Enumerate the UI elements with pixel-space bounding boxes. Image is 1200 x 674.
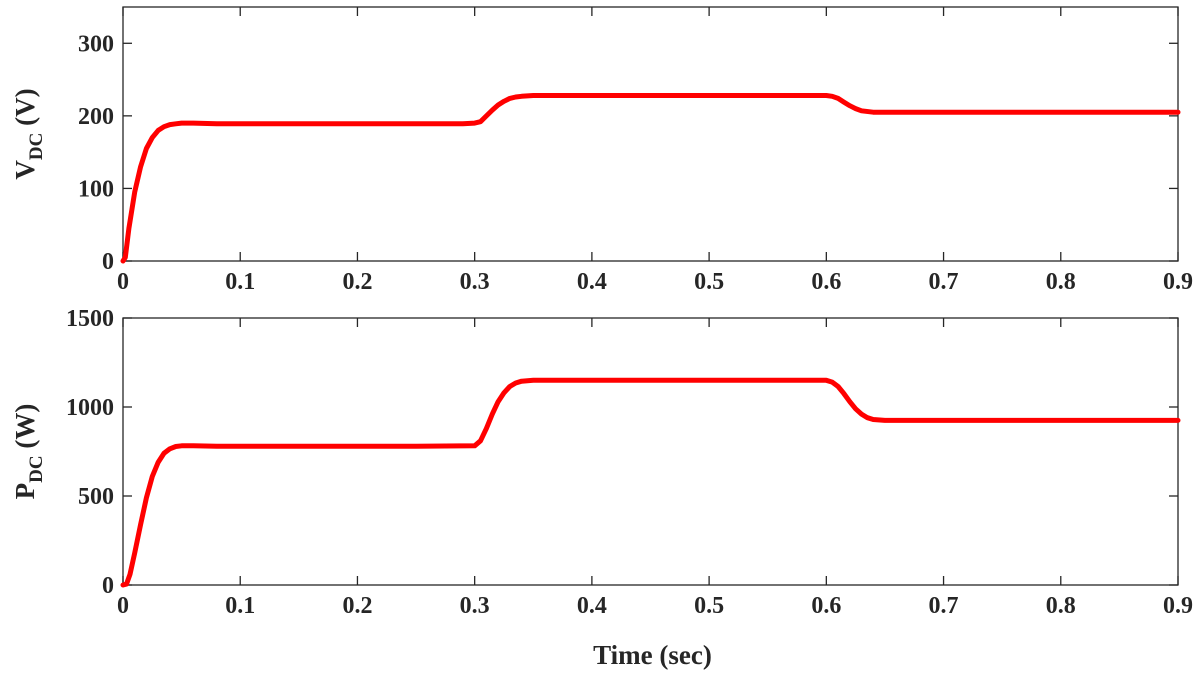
- x-tick-label: 0.3: [460, 269, 490, 295]
- x-tick-label: 0.2: [342, 269, 372, 295]
- chart-vdc: 0 0.1 0.2 0.3 0.4 0.5 0.6 0.7 0.8 0.9 0 100 200 300 VD…: [10, 6, 1193, 295]
- y-tick-label: 0: [102, 573, 114, 599]
- y-tick-label: 500: [78, 484, 114, 510]
- x-tick-label: 0.7: [929, 593, 959, 619]
- y-tick-label: 1500: [66, 306, 114, 332]
- y-tick-label: 300: [78, 31, 114, 57]
- x-axis-label: Time (sec): [593, 640, 712, 670]
- x-tick-label: 0.5: [694, 593, 724, 619]
- y-tick-label: 0: [102, 249, 114, 275]
- x-tick-label: 0.6: [811, 593, 841, 619]
- series-line-pdc: [120, 377, 1181, 588]
- chart-pdc: 0 0.1 0.2 0.3 0.4 0.5 0.6 0.7 0.8 0.9 0 500 1000 1500…: [10, 306, 1193, 670]
- x-tick-label: 0.4: [577, 593, 607, 619]
- x-tick-label: 0.2: [342, 593, 372, 619]
- x-tick-label: 0: [117, 269, 129, 295]
- x-tick-label: 0.1: [225, 593, 255, 619]
- x-tick-label: 0.8: [1046, 269, 1076, 295]
- series-line-vdc: [120, 93, 1181, 264]
- x-tick-label: 0.5: [694, 269, 724, 295]
- x-tick-label: 0.7: [929, 269, 959, 295]
- x-tick-label: 0.3: [460, 593, 490, 619]
- x-tick-label: 0.4: [577, 269, 607, 295]
- x-tick-label: 0: [117, 593, 129, 619]
- y-axis-label: PDC (W): [10, 404, 47, 500]
- y-tick-label: 1000: [66, 395, 114, 421]
- plot-frame: [122, 317, 1179, 586]
- x-tick-label: 0.9: [1163, 593, 1193, 619]
- x-tick-label: 0.8: [1046, 593, 1076, 619]
- y-tick-label: 200: [78, 104, 114, 130]
- x-tick-label: 0.1: [225, 269, 255, 295]
- x-tick-label: 0.9: [1163, 269, 1193, 295]
- plot-frame: [122, 6, 1179, 262]
- y-axis-label: VDC (V): [10, 88, 47, 179]
- y-tick-label: 100: [78, 176, 114, 202]
- x-tick-label: 0.6: [811, 269, 841, 295]
